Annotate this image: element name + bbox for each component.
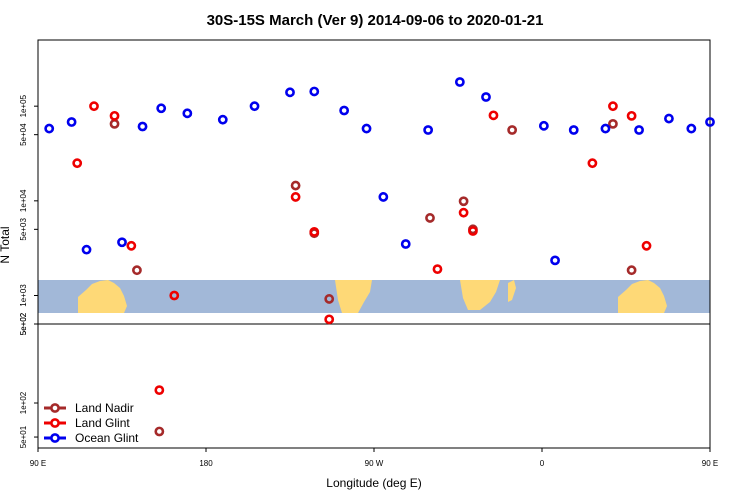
land-nadir-point-5 (425, 213, 435, 223)
ocean-glint-point-10 (309, 86, 320, 97)
land-glint-point-2 (109, 110, 120, 121)
ocean-glint-point-15 (423, 125, 434, 135)
upper-y-tick-label-0: 5e+02 (19, 312, 28, 335)
land-glint-point-11 (468, 226, 478, 236)
ocean-glint-point-6 (182, 108, 193, 119)
land-glint-point-7 (324, 314, 335, 325)
land-glint-point-3 (126, 240, 137, 251)
ocean-glint-point-3 (117, 237, 127, 248)
world-map-strip (38, 280, 710, 313)
land-south-america (335, 280, 372, 313)
land-glint-point-9 (488, 110, 499, 121)
land-glint-point-0 (72, 158, 83, 169)
land-nadir-point-8 (507, 125, 518, 135)
land-nadir-point-10 (626, 265, 637, 276)
ocean-glint-point-14 (400, 239, 411, 249)
land-nadir-point-2 (290, 180, 301, 191)
ocean-glint-point-9 (285, 87, 295, 98)
ocean-glint-point-22 (634, 125, 644, 135)
ocean-glint-point-17 (481, 92, 491, 102)
ocean-glint-point-20 (568, 125, 579, 135)
y-axis-label: N Total (0, 226, 12, 263)
x-tick-label-0: 90 E (30, 459, 46, 468)
upper-y-tick-label-2: 5e+03 (19, 218, 28, 241)
ocean-glint-point-21 (600, 123, 611, 134)
land-nadir-point-6 (458, 196, 469, 207)
land-nadir-point-1 (132, 265, 142, 276)
lower-y-axis: 5e+01 1e+02 5e+02 (19, 312, 38, 448)
data-points (44, 77, 715, 437)
ocean-glint-point-0 (44, 123, 55, 134)
x-tick-label-2: 90 W (365, 459, 384, 468)
ocean-glint-point-16 (454, 77, 465, 87)
legend-label-ocean-glint: Ocean Glint (75, 431, 139, 445)
land-glint-point-1 (89, 101, 99, 112)
ocean-glint-point-18 (550, 255, 560, 266)
ocean-glint-point-5 (156, 103, 167, 114)
ocean-glint-point-2 (81, 244, 92, 255)
land-glint-point-12 (587, 158, 598, 169)
land-nadir-point-4 (324, 294, 335, 304)
legend-marker-ocean-glint (50, 433, 60, 443)
land-nadir-lower-point-0 (154, 426, 165, 437)
ocean-glint-point-13 (378, 192, 389, 202)
x-tick-label-3: 0 (540, 459, 545, 468)
legend-label-land-nadir: Land Nadir (75, 401, 134, 415)
x-axis-label: Longitude (deg E) (326, 476, 421, 490)
ocean-glint-point-23 (664, 113, 674, 124)
land-nadir-point-9 (608, 118, 618, 129)
land-glint-point-6 (309, 226, 320, 237)
lower-y-tick-label-0: 5e+01 (19, 425, 28, 448)
land-glint-point-4 (169, 290, 180, 301)
ocean-glint-point-11 (339, 105, 350, 116)
land-glint-point-10 (458, 207, 469, 218)
upper-y-tick-label-3: 1e+04 (19, 189, 28, 212)
land-glint-point-5 (290, 192, 301, 202)
land-madagascar (508, 280, 516, 302)
ocean-glint-point-7 (217, 114, 228, 125)
ocean-glint-point-24 (686, 123, 697, 134)
x-tick-label-1: 180 (199, 459, 213, 468)
ocean-glint-point-1 (66, 117, 77, 127)
upper-y-tick-label-4: 5e+04 (19, 123, 28, 146)
ocean-region (38, 280, 710, 313)
lower-y-tick-label-2: 5e+02 (19, 312, 28, 335)
land-glint-point-8 (432, 264, 443, 275)
land-australia-2 (618, 280, 667, 313)
legend-label-land-glint: Land Glint (75, 416, 130, 430)
land-africa (460, 280, 500, 310)
legend-marker-land-nadir (50, 403, 60, 413)
land-glint-point-14 (626, 110, 637, 121)
legend-marker-land-glint (50, 418, 60, 428)
land-glint-point-13 (608, 101, 618, 112)
lower-y-tick-label-1: 1e+02 (19, 391, 28, 414)
ocean-glint-point-8 (249, 101, 260, 112)
ocean-glint-point-25 (705, 117, 715, 127)
x-tick-label-4: 90 E (702, 459, 718, 468)
land-australia-1 (78, 280, 127, 313)
upper-y-tick-label-5: 1e+05 (19, 94, 28, 117)
ocean-glint-point-19 (538, 120, 549, 131)
x-axis: 90 E 180 90 W 0 90 E (30, 448, 718, 468)
ocean-glint-point-12 (361, 123, 372, 134)
land-glint-lower-point-0 (154, 385, 165, 396)
ocean-glint-point-4 (137, 121, 148, 132)
chart-title: 30S-15S March (Ver 9) 2014-09-06 to 2020… (207, 12, 544, 29)
land-glint-point-15 (641, 240, 652, 251)
upper-y-tick-label-1: 1e+03 (19, 284, 28, 307)
